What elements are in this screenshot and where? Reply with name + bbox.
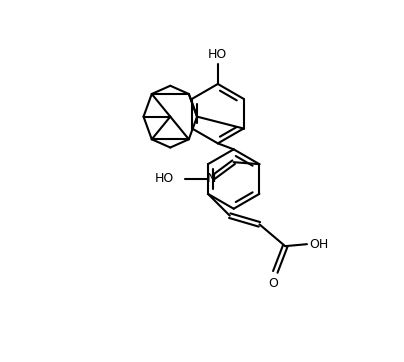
Text: OH: OH: [309, 238, 328, 251]
Text: HO: HO: [208, 48, 227, 61]
Text: HO: HO: [155, 172, 174, 185]
Text: N: N: [207, 172, 217, 185]
Text: O: O: [268, 277, 278, 290]
